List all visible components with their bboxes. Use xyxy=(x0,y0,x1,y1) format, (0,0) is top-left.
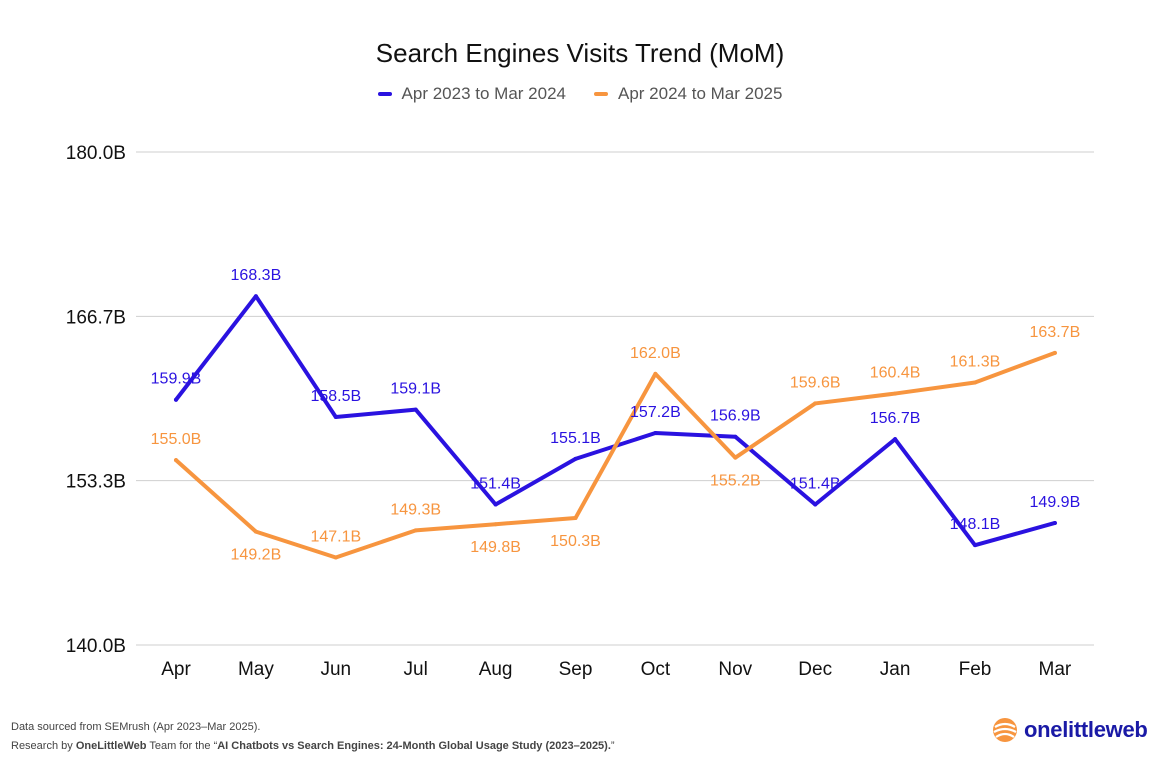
x-tick-label: Feb xyxy=(959,659,992,680)
legend-swatch-series-1 xyxy=(377,92,392,96)
legend-entry-series-1: Apr 2023 to Mar 2024 xyxy=(377,84,566,104)
legend-label-series-2: Apr 2024 to Mar 2025 xyxy=(618,84,783,103)
data-point xyxy=(653,371,658,376)
x-tick-label: Apr xyxy=(161,659,191,680)
data-point xyxy=(573,456,578,461)
data-point xyxy=(493,522,498,527)
footer-credit-study: AI Chatbots vs Search Engines: 24-Month … xyxy=(217,740,611,752)
footer-credit-suffix: ” xyxy=(610,740,615,752)
logo-wordmark: onelittleweb xyxy=(1024,717,1148,742)
data-label: 159.6B xyxy=(790,374,841,391)
data-label: 162.0B xyxy=(630,345,681,362)
data-point xyxy=(973,543,977,548)
legend-entry-series-2: Apr 2024 to Mar 2025 xyxy=(594,84,782,104)
x-tick-label: Dec xyxy=(798,659,832,680)
data-label: 156.7B xyxy=(870,410,921,427)
x-tick-label: Jul xyxy=(404,659,428,680)
footer-credit-middle: Team for the “ xyxy=(146,740,218,752)
x-tick-label: Mar xyxy=(1039,659,1072,680)
data-label: 149.3B xyxy=(390,501,441,518)
data-label: 160.4B xyxy=(870,365,921,382)
data-label: 168.3B xyxy=(231,267,282,284)
series-line-1 xyxy=(174,294,1057,548)
data-point xyxy=(174,458,178,463)
data-point xyxy=(413,528,418,533)
footer-source: Data sourced from SEMrush (Apr 2023–Mar … xyxy=(11,721,261,733)
x-tick-label: Aug xyxy=(479,659,513,680)
data-label: 148.1B xyxy=(950,516,1001,533)
data-label: 159.9B xyxy=(151,371,202,388)
data-point xyxy=(733,455,738,460)
data-label: 151.4B xyxy=(790,475,841,492)
data-point xyxy=(253,529,258,534)
data-label: 151.4B xyxy=(470,475,521,492)
data-label: 156.9B xyxy=(710,408,761,425)
y-tick-label: 153.3B xyxy=(66,472,126,493)
x-axis-ticks: Apr May Jun Jul Aug Sep Oct Nov Dec Jan Feb Mar xyxy=(161,659,1072,680)
legend-label-series-1: Apr 2023 to Mar 2024 xyxy=(401,84,566,103)
data-point xyxy=(813,401,818,406)
grid-lines xyxy=(136,151,1094,646)
data-point xyxy=(1052,520,1057,525)
data-label: 155.1B xyxy=(550,430,601,447)
brand-logo: onelittleweb xyxy=(990,716,1148,744)
data-point xyxy=(813,502,818,507)
series-lines xyxy=(174,294,1057,560)
data-label: 149.2B xyxy=(231,547,282,564)
data-labels: 159.9B 168.3B 158.5B 159.1B 151.4B 155.1B 157.… xyxy=(151,267,1081,563)
data-point xyxy=(1052,350,1057,355)
x-tick-label: Nov xyxy=(718,659,752,680)
data-point xyxy=(973,380,977,385)
y-tick-label: 140.0B xyxy=(66,636,126,657)
footer-credit: Research by OneLittleWeb Team for the “A… xyxy=(11,737,615,756)
legend: Apr 2023 to Mar 2024 Apr 2024 to Mar 202… xyxy=(0,84,1160,104)
footer-note: Data sourced from SEMrush (Apr 2023–Mar … xyxy=(11,718,615,756)
data-label: 147.1B xyxy=(310,528,361,545)
x-tick-label: May xyxy=(238,659,274,680)
legend-swatch-series-2 xyxy=(594,92,608,96)
x-tick-label: Oct xyxy=(641,659,671,680)
data-label: 159.1B xyxy=(390,381,441,398)
data-label: 157.2B xyxy=(630,404,681,421)
data-label: 161.3B xyxy=(950,353,1001,370)
data-point xyxy=(573,516,578,521)
x-tick-label: Sep xyxy=(559,659,593,680)
chart-title: Search Engines Visits Trend (MoM) xyxy=(375,38,785,68)
y-tick-label: 180.0B xyxy=(66,143,126,164)
x-tick-label: Jan xyxy=(880,659,911,680)
y-tick-label: 166.7B xyxy=(66,307,126,328)
data-point xyxy=(174,397,178,402)
data-label: 149.8B xyxy=(470,539,521,556)
line-chart: 180.0B 166.7B 153.3B 140.0B Apr May Jun Jul Aug… xyxy=(66,143,1094,680)
footer-credit-brand: OneLittleWeb xyxy=(75,740,147,752)
data-label: 155.2B xyxy=(710,473,761,490)
data-label: 150.3B xyxy=(550,533,601,550)
data-label: 163.7B xyxy=(1030,324,1081,341)
data-point xyxy=(653,431,658,436)
data-label: 149.9B xyxy=(1030,494,1081,511)
data-label: 155.0B xyxy=(151,431,202,448)
data-point xyxy=(333,555,338,560)
data-point xyxy=(733,434,738,439)
y-axis-ticks: 180.0B 166.7B 153.3B 140.0B xyxy=(66,143,126,657)
series-line-2 xyxy=(174,350,1057,560)
onelittleweb-logo-icon xyxy=(993,718,1017,742)
data-point xyxy=(893,391,898,396)
data-point xyxy=(253,294,258,299)
data-point xyxy=(333,414,338,419)
data-point xyxy=(493,502,498,507)
x-tick-label: Jun xyxy=(320,659,351,680)
data-point xyxy=(893,437,898,442)
footer-credit-prefix: Research by xyxy=(11,740,76,752)
data-point xyxy=(413,407,418,412)
data-label: 158.5B xyxy=(310,388,361,405)
